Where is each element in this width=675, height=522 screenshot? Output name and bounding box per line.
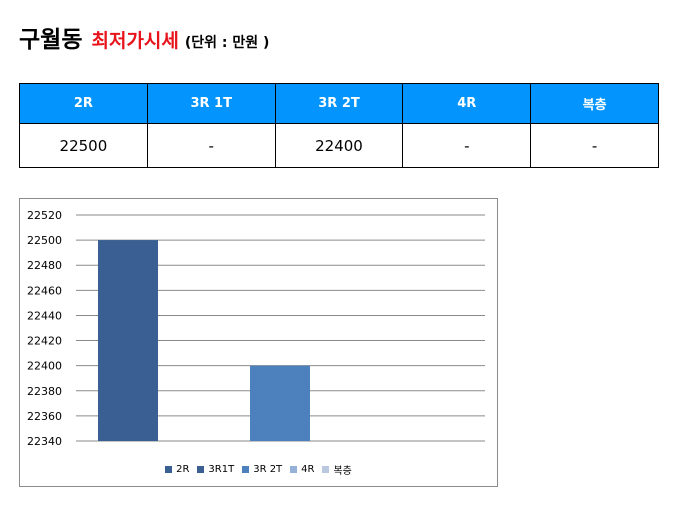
legend-swatch [242,466,250,473]
legend-swatch [322,466,330,473]
legend-swatch [165,466,173,473]
y-tick-label: 22360 [27,410,62,423]
header-cell-4r: 4R [402,83,532,124]
chart-legend: 2R 3R1T 3R 2T 4R 복층 [20,462,497,477]
value-cell-2r: 22500 [19,123,148,168]
legend-item: 복층 [322,462,352,477]
bar-2r [98,240,158,441]
y-tick-label: 22340 [27,435,62,448]
legend-swatch [290,466,298,473]
legend-item: 4R [290,464,314,475]
y-tick-label: 22380 [27,385,62,398]
y-tick-label: 22480 [27,259,62,272]
value-cell-4r: - [402,123,532,168]
y-tick-label: 22520 [27,209,62,222]
chart-plot: 22520 22500 22480 22460 22440 22420 22400 22380… [27,209,485,448]
legend-label: 3R1T [208,464,235,475]
legend-label: 2R [176,464,190,475]
value-cell-3r2t: 22400 [274,123,404,168]
price-chart: 22520 22500 22480 22460 22440 22420 22400 22380… [19,198,498,487]
y-tick-label: 22460 [27,284,62,297]
legend-item: 3R1T [197,464,234,475]
price-label: 최저가시세 [91,30,179,52]
table-row: 22500 - 22400 - - [19,123,659,168]
dong-name: 구월동 [19,27,83,53]
header-cell-3r1t: 3R 1T [146,83,276,124]
table-header-row: 2R 3R 1T 3R 2T 4R 복층 [19,83,659,124]
header-cell-3r2t: 3R 2T [274,83,404,124]
y-tick-label: 22420 [27,335,62,348]
y-tick-label: 22400 [27,360,62,373]
value-cell-3r1t: - [146,123,276,168]
bar-3r2t [250,365,310,441]
header-cell-duplex: 복층 [530,83,659,124]
price-table: 2R 3R 1T 3R 2T 4R 복층 22500 - 22400 - - [19,83,659,168]
y-tick-label: 22440 [27,309,62,322]
page-title: 구월동 최저가시세 (단위 : 만원 ) [19,20,269,54]
legend-label: 3R 2T [253,464,283,475]
y-tick-label: 22500 [27,234,62,247]
unit-label: (단위 : 만원 ) [184,35,270,51]
legend-item: 3R 2T [242,464,282,475]
legend-label: 복층 [333,466,352,477]
legend-swatch [197,466,205,473]
header-cell-2r: 2R [19,83,148,124]
value-cell-duplex: - [530,123,659,168]
legend-label: 4R [301,464,315,475]
legend-item: 2R [165,464,189,475]
